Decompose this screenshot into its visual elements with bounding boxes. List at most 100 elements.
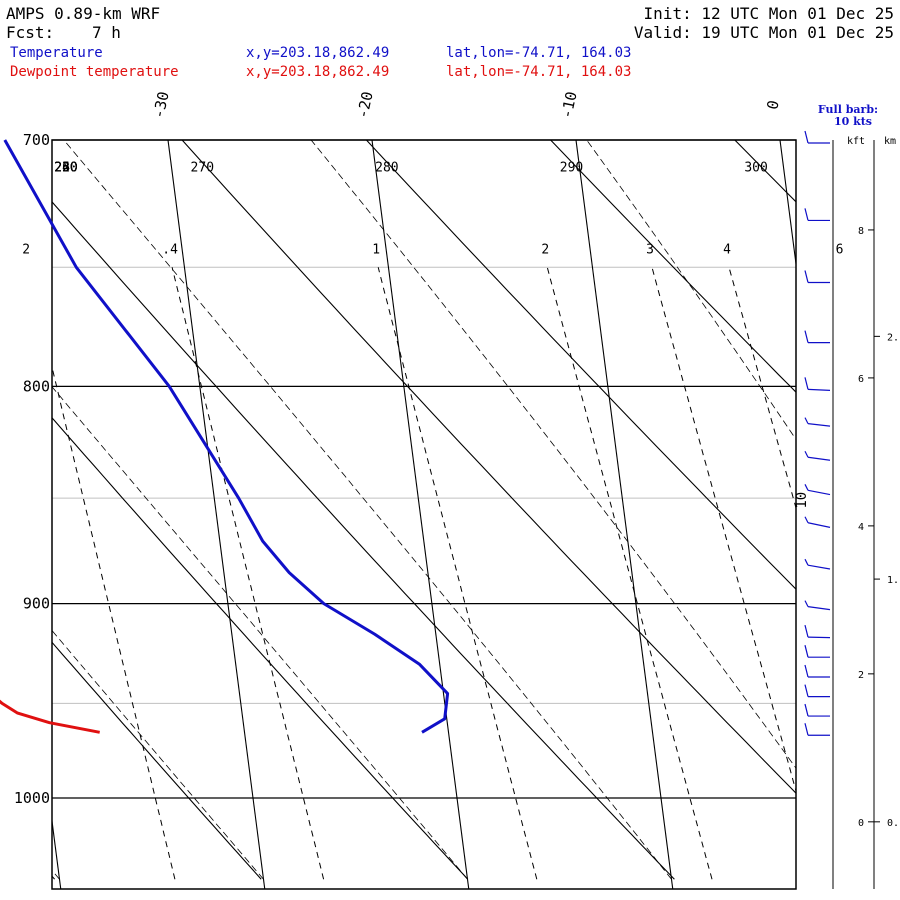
mixing-ratio-line (52, 365, 176, 880)
isotherm-line (779, 140, 796, 269)
wind-barb-flag (804, 516, 809, 524)
dry-adiabat-label: 270 (191, 160, 214, 175)
model-title: AMPS 0.89-km WRF (6, 4, 160, 23)
wind-barb (804, 484, 831, 496)
km-axis-label: km (884, 136, 896, 147)
chart-grid (0, 139, 900, 890)
forecast-hours: 7 h (92, 23, 121, 42)
wind-barb-flag (804, 330, 809, 343)
km-tick-label: 2. (887, 332, 899, 343)
mixing-ratio-label: 2 (541, 242, 549, 257)
dry-adiabat-label: 260 (54, 160, 77, 175)
wind-barb-shaft (807, 522, 831, 528)
chart-series (0, 139, 450, 734)
kft-tick-label: 4 (858, 522, 864, 533)
dry-adiabat-label: 230 (54, 160, 77, 175)
mixing-ratio-label: .4 (162, 242, 178, 257)
mixing-ratio-line (842, 267, 900, 879)
wind-barb-flag (804, 684, 809, 697)
wind-barb (804, 450, 831, 461)
mixing-ratio-line (0, 267, 36, 879)
dry-adiabat-label: 220 (54, 160, 77, 175)
wind-barb-flag (804, 450, 809, 458)
mixing-ratio-line (377, 267, 538, 880)
wind-barb (804, 330, 830, 344)
dry-adiabat-label: 300 (744, 160, 767, 175)
dry-adiabat (52, 416, 469, 880)
isotherm-line (371, 140, 470, 889)
wind-barb-shaft (807, 456, 831, 461)
mixing-ratio-label: 2 (22, 242, 30, 257)
dry-adiabat (52, 201, 675, 880)
wind-barb-shaft (807, 423, 831, 427)
wind-barb-flag (804, 208, 809, 221)
dry-adiabat (52, 641, 262, 880)
pressure-tick-label: 900 (23, 595, 50, 613)
dry-adiabat-label: 250 (54, 160, 77, 175)
legend-dewpoint-name: Dewpoint temperature (10, 64, 179, 80)
dry-adiabat-label: 280 (375, 160, 398, 175)
kft-tick-label: 6 (858, 374, 864, 385)
dry-adiabat (549, 140, 796, 393)
wind-barb-flag (804, 558, 809, 566)
dry-adiabat (52, 875, 56, 880)
legend-temperature-latlon: lat,lon=-74.71, 164.03 (446, 45, 631, 61)
mixing-ratio-line (171, 267, 325, 880)
dry-adiabat (365, 140, 796, 591)
wind-barb (804, 723, 830, 736)
wind-barb (804, 417, 831, 427)
pressure-tick-label: 700 (23, 131, 50, 149)
temperature-profile-line (3, 139, 450, 734)
wind-barb-flag (804, 703, 809, 717)
mixing-ratio-label: 6 (836, 242, 844, 257)
kft-tick-label: 0 (858, 818, 864, 829)
wind-barb (804, 377, 831, 391)
dry-adiabat (181, 140, 796, 794)
wind-barb-flag (804, 664, 809, 678)
wind-barb-flag (804, 645, 809, 658)
wind-barb (804, 130, 830, 144)
init-time: Init: 12 UTC Mon 01 Dec 25 (644, 4, 894, 23)
wind-barb-shaft (807, 606, 831, 611)
mixing-ratio-line (546, 267, 713, 880)
moist-adiabat (63, 140, 672, 880)
temperature-tick-label: -10 (557, 90, 580, 120)
wind-barb (804, 645, 830, 658)
mixing-ratio-label: 4 (723, 242, 731, 257)
wind-barb-flag (804, 377, 809, 390)
plot-clip-group (0, 140, 900, 889)
kft-axis-label: kft (847, 136, 865, 147)
wind-barbs (804, 130, 831, 736)
mixing-ratio-line (651, 267, 796, 793)
wind-barb (804, 703, 830, 717)
wind-barb-flag (804, 130, 809, 144)
wind-barb-flag (804, 600, 809, 607)
legend-temperature-xy: x,y=203.18,862.49 (246, 45, 389, 61)
dry-adiabat-label: 290 (560, 160, 583, 175)
forecast-label: Fcst: (6, 23, 54, 42)
plot-border (51, 139, 797, 890)
wind-barb-shaft (807, 564, 831, 570)
wind-barb-shaft (807, 388, 831, 391)
legend-temperature-name: Temperature (10, 45, 103, 61)
km-tick-label: 1. (887, 575, 899, 586)
moist-adiabat (310, 140, 796, 769)
barb-legend-line2: 10 kts (834, 115, 872, 128)
wind-barb-flag (804, 417, 809, 424)
moist-adiabat (52, 629, 264, 880)
pressure-tick-label: 800 (23, 377, 50, 395)
legend-dewpoint-xy: x,y=203.18,862.49 (246, 64, 389, 80)
chart-axes: .05.12.412346220230240250260270280290300… (14, 90, 899, 889)
valid-time: Valid: 19 UTC Mon 01 Dec 25 (634, 23, 894, 42)
moist-adiabat (52, 386, 468, 880)
mixing-ratio-label: 1 (372, 242, 380, 257)
dewpoint-profile-line (0, 699, 100, 734)
dry-adiabat (734, 140, 796, 203)
isotherm-line (575, 140, 674, 889)
kft-tick-label: 2 (858, 670, 864, 681)
legend-dewpoint-latlon: lat,lon=-74.71, 164.03 (446, 64, 631, 80)
wind-barb-flag (804, 484, 809, 491)
isotherm-line (167, 140, 266, 889)
temperature-tick-label: 0 (763, 99, 782, 112)
